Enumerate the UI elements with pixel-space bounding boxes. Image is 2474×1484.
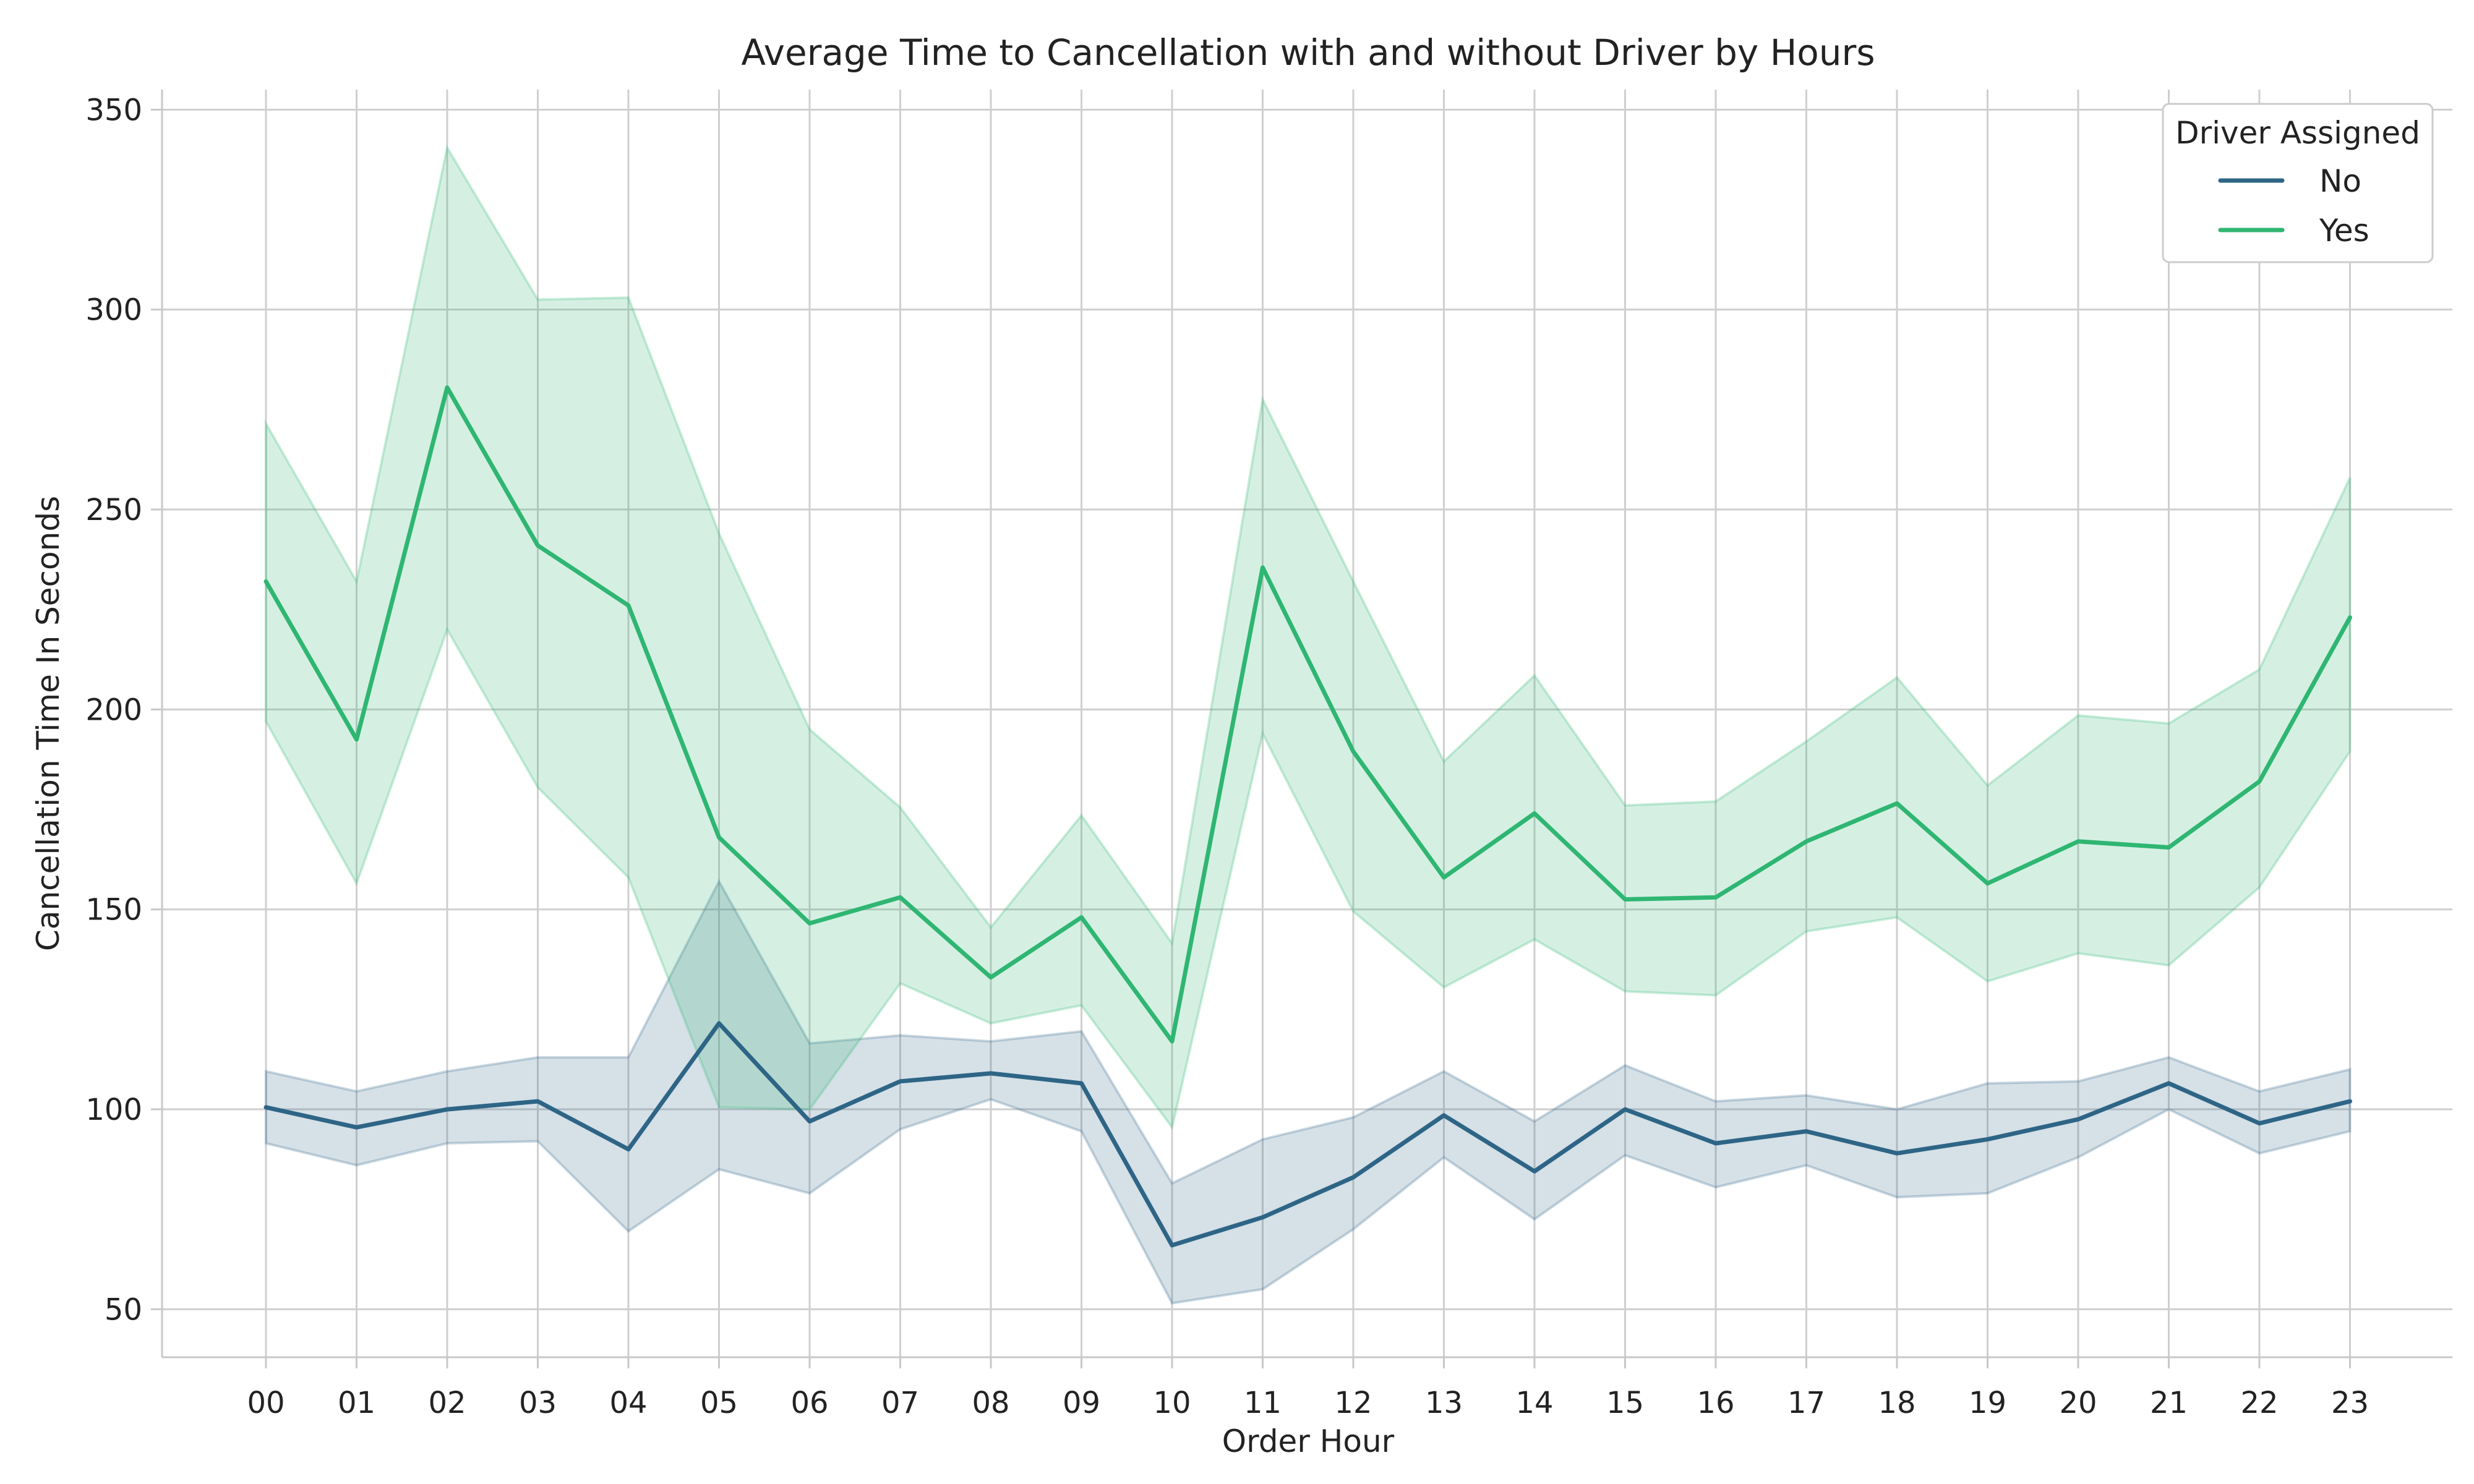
- data-point-yes: [536, 544, 540, 548]
- data-point-yes: [898, 895, 902, 900]
- data-point-yes: [989, 975, 993, 979]
- axes: [151, 90, 2452, 1368]
- data-point-yes: [264, 579, 268, 584]
- y-tick-label: 200: [85, 693, 142, 727]
- x-tick-label: 22: [2240, 1386, 2278, 1420]
- y-tick-label: 250: [85, 493, 142, 527]
- data-point-no: [264, 1105, 268, 1109]
- data-point-no: [1351, 1175, 1355, 1179]
- data-point-yes: [627, 603, 630, 608]
- x-tick-label: 03: [519, 1386, 557, 1420]
- y-tick-label: 150: [85, 893, 142, 927]
- x-tick-label: 08: [972, 1386, 1009, 1420]
- x-tick-label: 06: [790, 1386, 828, 1420]
- tick-labels: 50 100 150 200 250 300 350 00 01 02 03 04 05 06 07 08 09…: [85, 93, 2369, 1420]
- x-tick-label: 21: [2150, 1386, 2188, 1420]
- confidence-band-yes: [265, 144, 2352, 1130]
- x-tick-label: 14: [1515, 1386, 1553, 1420]
- series-lines: [263, 385, 2352, 1248]
- x-tick-label: 13: [1425, 1386, 1463, 1420]
- data-point-yes: [1714, 895, 1718, 900]
- series-line-yes: [263, 385, 2352, 1044]
- data-point-yes: [1985, 881, 1990, 885]
- data-point-yes: [1623, 897, 1627, 902]
- data-point-no: [1261, 1215, 1265, 1219]
- x-tick-label: 10: [1153, 1386, 1191, 1420]
- data-point-no: [2348, 1099, 2352, 1104]
- x-tick-label: 20: [2059, 1386, 2097, 1420]
- x-tick-label: 12: [1334, 1386, 1372, 1420]
- x-axis-label: Order Hour: [1222, 1423, 1395, 1459]
- x-tick-label: 11: [1244, 1386, 1282, 1420]
- legend: Driver Assigned No Yes: [2162, 103, 2434, 263]
- legend-label-yes: Yes: [2319, 213, 2369, 249]
- y-tick-label: 350: [85, 93, 142, 127]
- data-point-yes: [1533, 811, 1536, 816]
- x-tick-label: 16: [1697, 1386, 1734, 1420]
- y-axis-label: Cancellation Time In Seconds: [30, 496, 66, 951]
- legend-frame: [2162, 103, 2434, 263]
- y-tick-label: 100: [85, 1093, 142, 1127]
- data-point-no: [808, 1119, 811, 1124]
- data-point-no: [1079, 1081, 1084, 1086]
- data-point-no: [1985, 1137, 1990, 1141]
- data-point-no: [1623, 1107, 1627, 1112]
- x-tick-label: 19: [1969, 1386, 2006, 1420]
- y-tick-label: 300: [85, 293, 142, 328]
- legend-title: Driver Assigned: [2175, 115, 2420, 151]
- x-tick-label: 07: [881, 1386, 919, 1420]
- x-tick-label: 18: [1878, 1386, 1915, 1420]
- x-tick-label: 02: [428, 1386, 466, 1420]
- x-tick-label: 00: [247, 1386, 285, 1420]
- x-tick-label: 23: [2331, 1386, 2369, 1420]
- data-point-yes: [1351, 749, 1355, 754]
- data-point-yes: [1170, 1039, 1174, 1044]
- confidence-bands: [265, 144, 2352, 1305]
- data-point-no: [1442, 1113, 1446, 1117]
- legend-label-no: No: [2319, 163, 2361, 199]
- data-point-yes: [1442, 875, 1446, 879]
- x-tick-label: 09: [1063, 1386, 1100, 1420]
- data-point-yes: [2167, 845, 2171, 850]
- data-point-no: [445, 1107, 449, 1112]
- data-point-yes: [1804, 839, 1808, 843]
- data-point-yes: [1261, 565, 1265, 569]
- data-point-yes: [1079, 915, 1084, 919]
- data-point-no: [1170, 1243, 1174, 1247]
- data-point-yes: [2348, 615, 2352, 620]
- data-point-yes: [2076, 839, 2080, 843]
- chart-title: Average Time to Cancellation with and wi…: [741, 32, 1875, 74]
- data-point-no: [989, 1071, 993, 1075]
- series-line-no: [263, 1021, 2352, 1248]
- data-point-no: [627, 1147, 630, 1151]
- data-point-yes: [1895, 801, 1899, 806]
- x-tick-label: 15: [1606, 1386, 1644, 1420]
- data-point-yes: [354, 737, 359, 741]
- grid-layer: [162, 90, 2452, 1357]
- data-point-no: [2258, 1121, 2261, 1125]
- x-tick-label: 01: [338, 1386, 375, 1420]
- data-point-no: [1804, 1129, 1808, 1133]
- x-tick-label: 17: [1787, 1386, 1825, 1420]
- data-point-no: [2076, 1117, 2080, 1122]
- y-tick-label: 50: [105, 1292, 142, 1327]
- confidence-band-no: [265, 879, 2352, 1305]
- data-point-no: [536, 1099, 540, 1104]
- data-point-no: [354, 1125, 359, 1130]
- data-point-yes: [2258, 779, 2261, 783]
- data-point-no: [2167, 1081, 2171, 1086]
- data-point-yes: [445, 385, 449, 390]
- x-tick-label: 04: [609, 1386, 647, 1420]
- data-point-no: [1714, 1141, 1718, 1146]
- data-point-no: [717, 1021, 721, 1026]
- x-tick-label: 05: [700, 1386, 738, 1420]
- data-point-no: [898, 1079, 902, 1083]
- data-point-yes: [717, 835, 721, 840]
- data-point-yes: [808, 921, 811, 926]
- data-point-no: [1895, 1151, 1899, 1156]
- data-point-no: [1533, 1169, 1536, 1174]
